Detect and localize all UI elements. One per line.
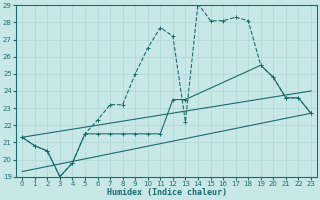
X-axis label: Humidex (Indice chaleur): Humidex (Indice chaleur) [107, 188, 227, 197]
